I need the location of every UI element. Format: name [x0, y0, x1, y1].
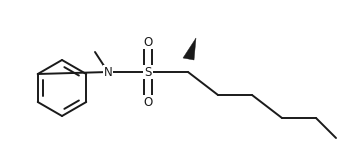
Polygon shape: [183, 38, 196, 60]
Text: S: S: [144, 66, 152, 78]
Text: O: O: [143, 95, 153, 108]
Text: N: N: [103, 66, 112, 78]
Text: O: O: [143, 35, 153, 49]
